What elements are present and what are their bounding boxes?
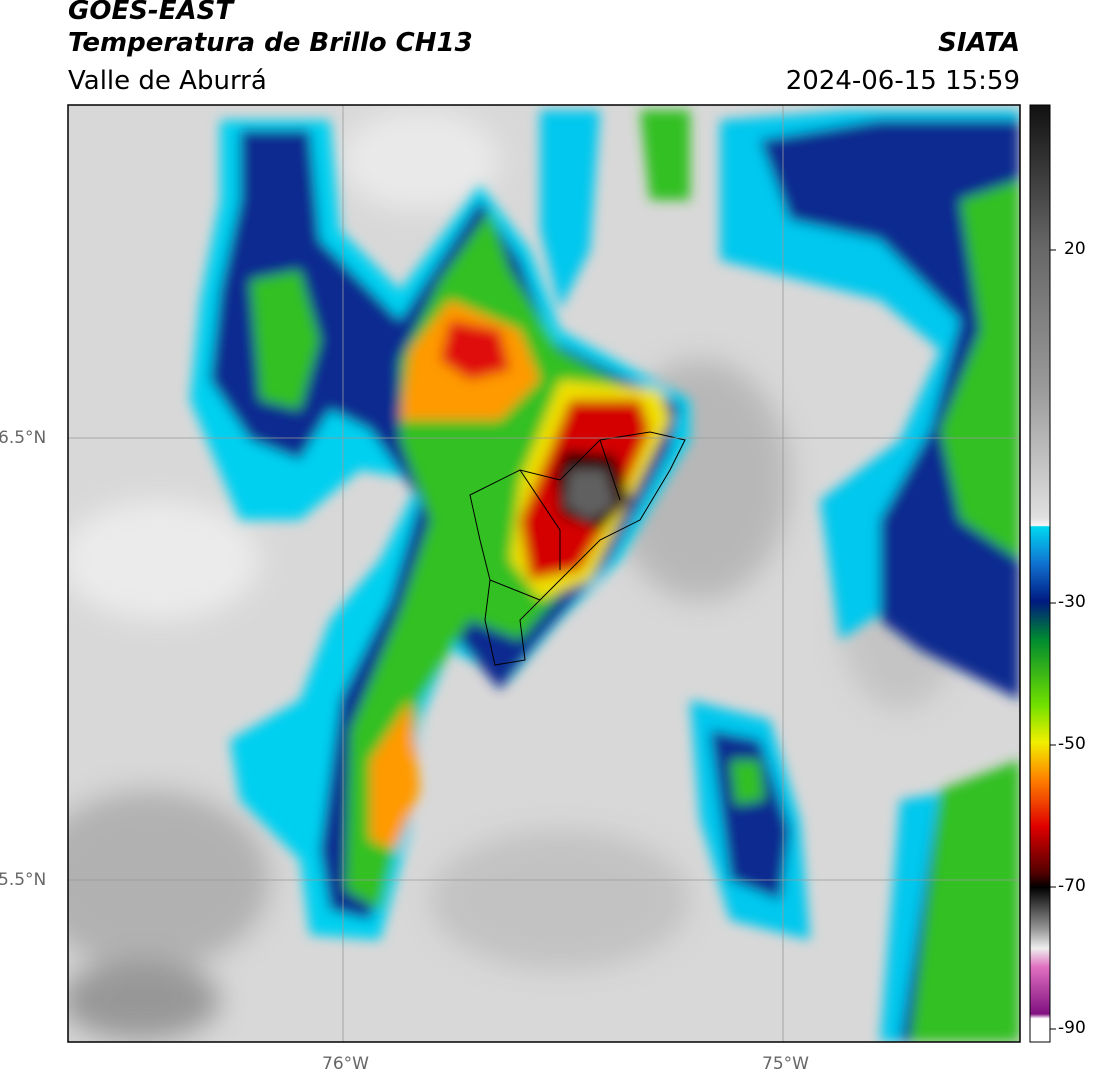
region: Valle de Aburrá bbox=[68, 66, 267, 96]
colorbar-label: -90 bbox=[1058, 1018, 1086, 1038]
colorbar-label: -30 bbox=[1058, 592, 1086, 612]
satellite-image bbox=[68, 105, 1020, 1042]
subtitle: Temperatura de Brillo CH13 bbox=[68, 28, 473, 58]
datetime: 2024-06-15 15:59 bbox=[785, 66, 1020, 96]
colorbar-label: -50 bbox=[1058, 734, 1086, 754]
colorbar-label: -70 bbox=[1058, 876, 1086, 896]
lon-label: 75°W bbox=[762, 1054, 809, 1074]
lon-label: 76°W bbox=[322, 1054, 369, 1074]
map-frame bbox=[67, 104, 1021, 1043]
org: SIATA bbox=[938, 28, 1020, 58]
colorbar-ticks bbox=[1050, 249, 1056, 1030]
graticule bbox=[68, 105, 1020, 1042]
lat-label: 6.5°N bbox=[0, 428, 47, 448]
title: GOES-EAST bbox=[68, 0, 234, 26]
lat-label: 5.5°N bbox=[0, 870, 47, 890]
colorbar-label: 20 bbox=[1064, 239, 1086, 259]
colorbar bbox=[1029, 104, 1051, 1043]
